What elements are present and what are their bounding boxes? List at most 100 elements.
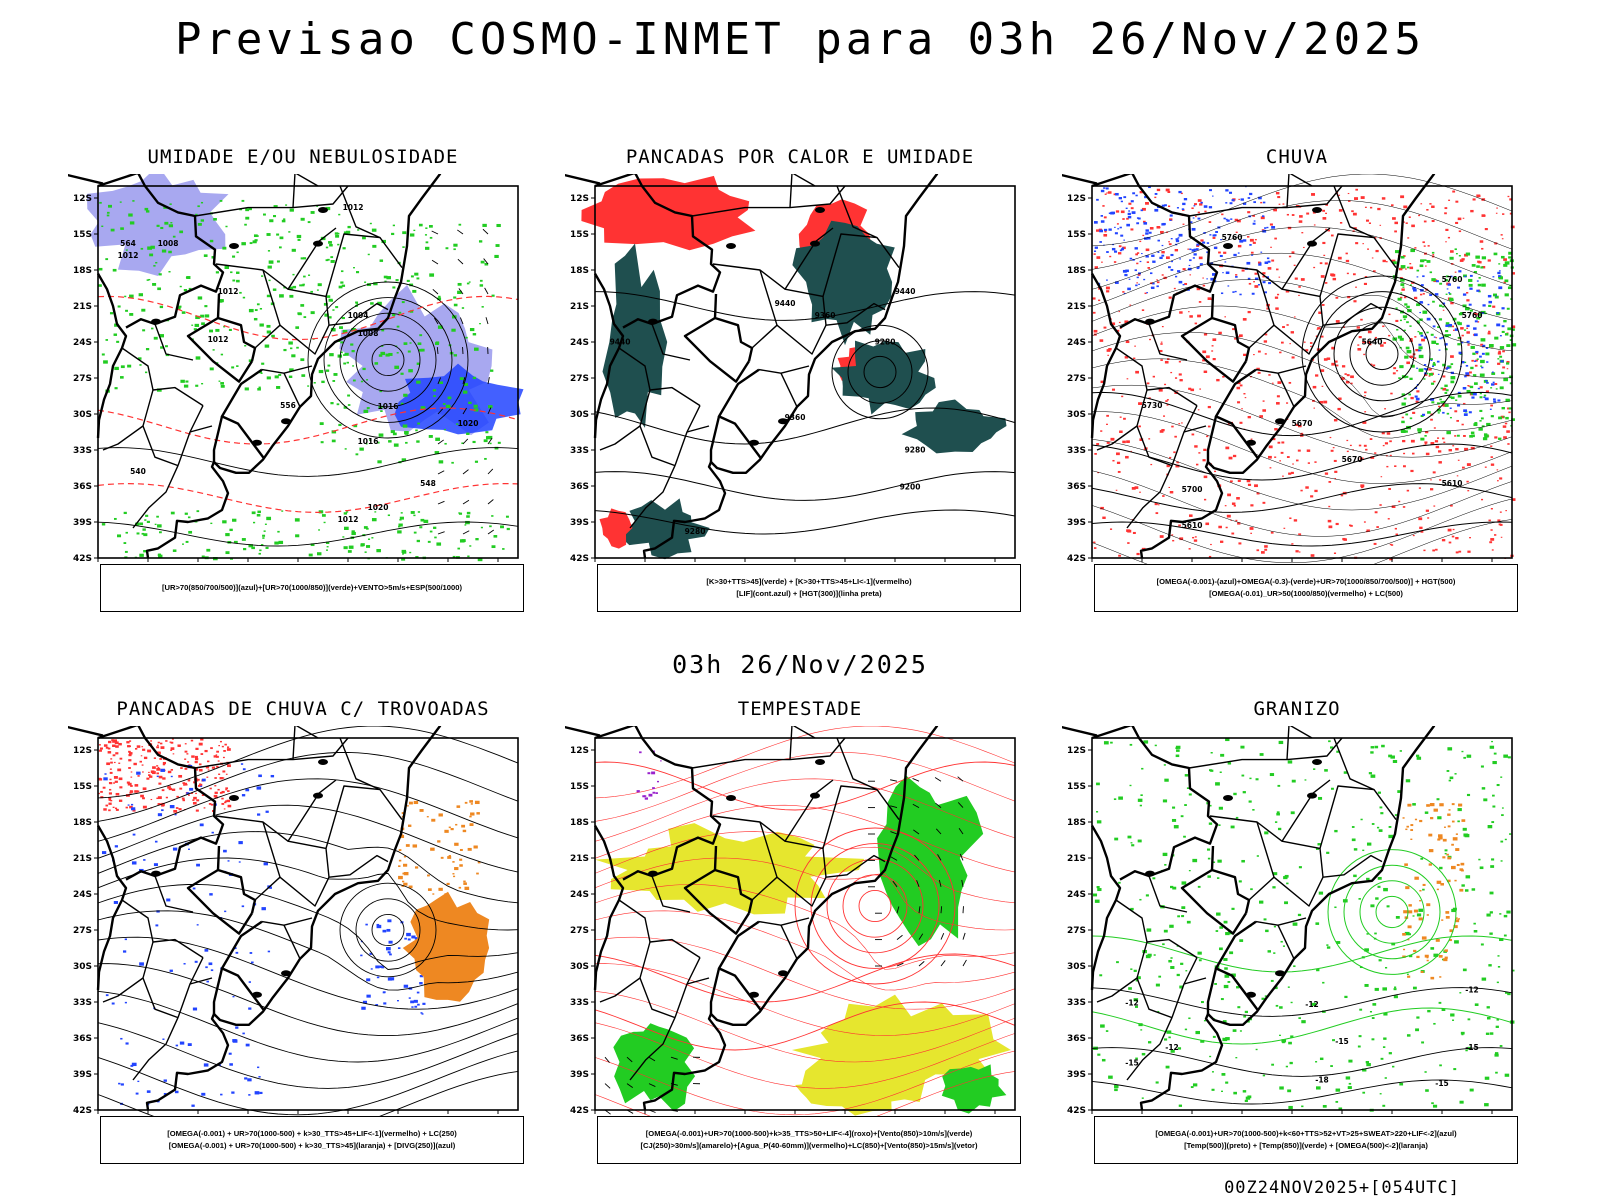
speck <box>401 301 405 304</box>
speck <box>1457 391 1461 394</box>
speck <box>1367 330 1372 334</box>
state-border <box>121 347 204 407</box>
speck <box>1178 233 1183 237</box>
speck <box>1389 543 1392 546</box>
speck <box>1202 359 1206 362</box>
speck <box>98 744 101 746</box>
state-border <box>1286 726 1313 760</box>
speck <box>328 241 332 244</box>
speck <box>1399 337 1404 341</box>
speck <box>1488 964 1492 967</box>
speck <box>1107 191 1112 194</box>
speck <box>1179 537 1184 541</box>
speck <box>1152 282 1155 285</box>
speck <box>1448 809 1451 811</box>
speck <box>1420 259 1425 263</box>
y-tick-label: 42S <box>1067 554 1086 564</box>
speck <box>120 227 124 230</box>
speck <box>195 213 198 216</box>
speck <box>261 362 265 365</box>
speck <box>178 774 183 778</box>
speck <box>1212 358 1216 361</box>
speck <box>1215 231 1218 233</box>
wind-vector <box>962 959 967 967</box>
speck <box>1422 293 1425 295</box>
speck <box>1245 1096 1251 1100</box>
speck <box>1375 249 1379 253</box>
speck <box>1170 1049 1175 1053</box>
speck <box>1371 257 1374 259</box>
speck <box>467 847 472 851</box>
speck <box>1490 445 1493 447</box>
speck <box>171 788 176 791</box>
speck <box>264 523 267 525</box>
speck <box>472 333 477 336</box>
speck <box>285 204 288 206</box>
speck <box>1227 285 1230 287</box>
speck <box>1495 1025 1499 1028</box>
speck <box>1139 191 1143 194</box>
lake <box>1307 792 1317 799</box>
speck <box>1432 363 1436 366</box>
speck <box>1227 493 1231 497</box>
speck <box>1181 422 1183 424</box>
speck <box>1503 436 1507 439</box>
speck <box>200 219 205 222</box>
y-tick-label: 18S <box>73 818 92 828</box>
speck <box>1497 399 1501 402</box>
speck <box>1156 279 1158 281</box>
speck <box>1456 434 1460 437</box>
speck <box>319 422 324 426</box>
speck <box>316 289 319 291</box>
speck <box>1406 361 1410 365</box>
hgt300-contour <box>863 355 897 389</box>
speck <box>129 294 134 298</box>
speck <box>1136 552 1140 556</box>
speck <box>1449 396 1452 399</box>
speck <box>459 539 465 543</box>
speck <box>112 744 116 747</box>
state-border <box>325 233 403 297</box>
speck <box>293 249 295 251</box>
speck <box>1388 825 1392 828</box>
speck <box>1223 984 1229 989</box>
speck <box>1134 269 1137 272</box>
y-tick-label: 42S <box>73 554 92 564</box>
country-border <box>565 726 601 737</box>
speck <box>1275 307 1279 310</box>
speck <box>365 443 368 445</box>
state-border <box>1255 365 1307 374</box>
speck <box>1493 252 1498 256</box>
state-border <box>1255 917 1307 926</box>
wind-vector <box>937 854 942 861</box>
state-border <box>279 854 389 907</box>
speck <box>1330 273 1334 276</box>
speck <box>1262 409 1267 412</box>
speck <box>444 893 449 897</box>
speck <box>228 328 232 331</box>
speck <box>1210 769 1214 772</box>
speck <box>328 316 332 319</box>
lake <box>648 870 658 877</box>
speck <box>1478 290 1481 293</box>
thunder-orange-area <box>402 891 490 1002</box>
speck <box>259 1091 263 1095</box>
speck <box>145 210 150 213</box>
speck <box>1392 1065 1395 1068</box>
speck <box>126 741 130 744</box>
speck <box>1136 262 1139 265</box>
speck <box>225 533 230 537</box>
speck <box>1473 333 1478 337</box>
speck <box>651 771 656 775</box>
speck <box>1371 1017 1375 1019</box>
speck <box>1117 252 1122 255</box>
state-border <box>822 233 900 297</box>
speck <box>1254 239 1257 241</box>
speck <box>1445 389 1449 392</box>
lake <box>1312 207 1322 213</box>
speck <box>1181 208 1185 211</box>
speck <box>1458 312 1463 316</box>
speck <box>1289 1061 1293 1065</box>
speck <box>1497 519 1501 522</box>
speck <box>1099 974 1103 977</box>
